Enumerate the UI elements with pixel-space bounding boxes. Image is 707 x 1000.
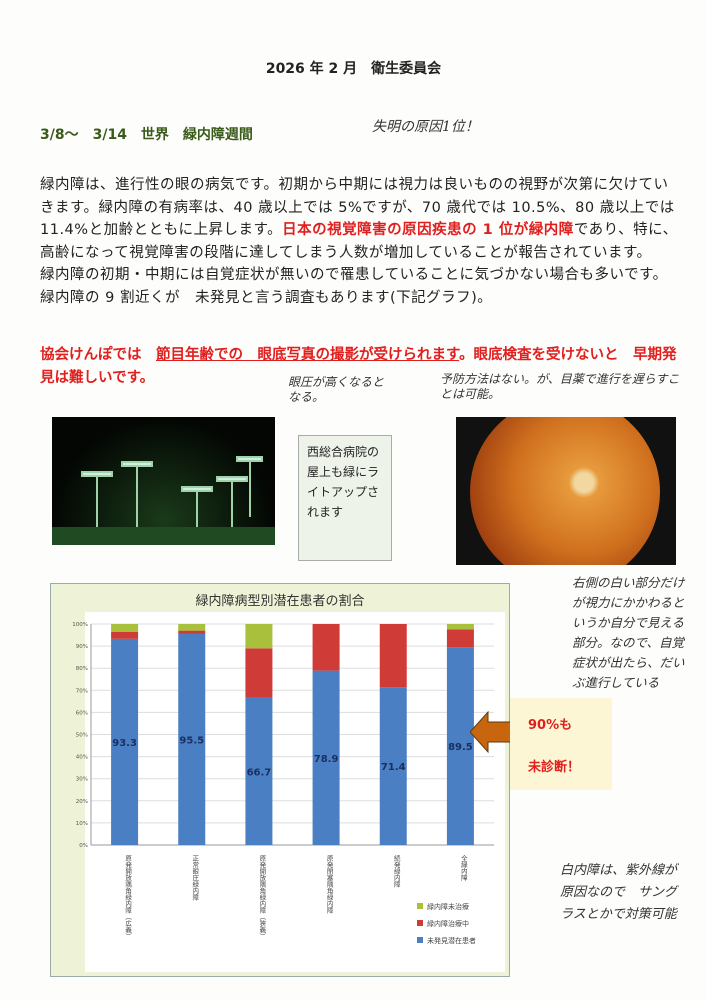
notice-text: 協会けんぽでは 節目年齢での 眼底写真の撮影が受けられます。眼底検査を受けないと… <box>40 344 680 389</box>
handwritten-note: 眼圧が高くなると なる。 <box>288 375 397 404</box>
data-label: 93.3 <box>112 738 137 749</box>
x-tick-label: 原発開放隅角緑内障（広義） <box>124 855 132 940</box>
paragraph-text: 緑内障の初期・中期には自覚症状が無いので罹患していることに気づかない場合も多いで… <box>40 267 668 306</box>
y-tick-label: 10% <box>76 821 88 827</box>
bar-segment <box>446 624 474 630</box>
y-tick-label: 70% <box>76 688 88 694</box>
bar-segment <box>111 624 139 632</box>
bar-segment <box>111 638 139 845</box>
page-title: 2026 年 2 月 衛生委員会 <box>265 61 442 77</box>
plot-background <box>85 612 505 972</box>
section-heading: 3/8～ 3/14 世界 緑内障週間 <box>40 127 253 143</box>
x-tick-label: 原発開放隅角緑内障（狭義） <box>258 855 266 940</box>
stacked-bar-chart: 緑内障病型別潜在患者の割合 0% 10% 20% 30% 40% 50% 60% 70% 80%… <box>72 593 505 972</box>
callout-box: 90%も 未診断！ <box>510 698 612 790</box>
data-label: 89.5 <box>448 742 473 753</box>
legend-label: 緑内障未治療 <box>427 902 469 911</box>
bar-segment <box>379 687 407 845</box>
bar-segment <box>379 624 407 688</box>
y-tick-label: 100% <box>72 622 88 628</box>
data-label: 71.4 <box>381 762 406 773</box>
retina-image <box>470 417 660 565</box>
notice-underlined: 節目年齢での 眼底写真の撮影が受けられます <box>156 347 460 363</box>
handwritten-note: 白内障は、紫外線が原因なので サングラスとかで対策可能 <box>560 863 678 922</box>
bar-segment <box>111 631 139 639</box>
x-tick-label: 全緑内障 <box>459 854 467 883</box>
bar-segment <box>312 670 340 845</box>
data-label: 95.5 <box>179 735 204 746</box>
x-tick-label: 正常眼圧緑内障 <box>191 855 199 902</box>
notice-part: 協会けんぽでは <box>40 347 156 363</box>
x-tick-label: 原発閉塞隅角緑内障 <box>325 855 333 915</box>
legend-label: 未発見潜在患者 <box>427 936 476 945</box>
highlight-text: 日本の視覚障害の原因疾患の 1 位が緑内障 <box>282 222 574 238</box>
x-tick-label: 続発緑内障 <box>392 854 400 889</box>
bar-segment <box>446 647 474 845</box>
handwritten-note: 失明の原因1位！ <box>372 119 479 135</box>
paragraph-text: 緑内障は、進行性の眼の病気です。初期から中期には視力は良いものの視野が次第に欠け… <box>40 177 675 238</box>
callout-line: 90%も <box>528 718 573 733</box>
fundus-photo <box>456 417 676 565</box>
y-tick-label: 90% <box>76 644 88 650</box>
legend-swatch <box>417 937 423 943</box>
bar-segment <box>312 624 340 671</box>
data-label: 66.7 <box>247 767 272 778</box>
y-tick-label: 20% <box>76 799 88 805</box>
arrow-left-icon <box>470 710 512 754</box>
handwritten-note: 右側の白い部分だけが視力にかかわるというか自分で見える部分。なので、自覚症状が出… <box>572 575 685 690</box>
bar-segment <box>178 624 206 631</box>
y-tick-label: 0% <box>79 843 88 849</box>
night-rooftop-photo <box>52 417 275 545</box>
legend-label: 緑内障治療中 <box>427 919 469 928</box>
notice-part: 。眼底検査を受けないと 早期発見は難しいです。 <box>40 347 677 386</box>
y-tick-label: 30% <box>76 777 88 783</box>
paragraph-text: であり、特に、高齢になって視覚障害の段階に達してしまう人数が増加していることが報… <box>40 222 678 261</box>
bar-segment <box>446 629 474 648</box>
photo-caption: 西総合病院の屋上も緑にライトアップされます <box>298 435 392 561</box>
chart-container: 緑内障病型別潜在患者の割合 0% 10% 20% 30% 40% 50% 60% 70% 80%… <box>50 583 510 977</box>
handwritten-note: 予防方法はない。が、目薬で進行を遅らすことは可能。 <box>440 372 680 401</box>
bar-segment <box>178 630 206 634</box>
y-tick-label: 80% <box>76 666 88 672</box>
chart-title: 緑内障病型別潜在患者の割合 <box>195 593 364 609</box>
bar-segment <box>178 633 206 845</box>
legend-swatch <box>417 920 423 926</box>
data-label: 78.9 <box>314 754 339 765</box>
body-text: 緑内障は、進行性の眼の病気です。初期から中期には視力は良いものの視野が次第に欠け… <box>40 174 680 309</box>
y-tick-label: 50% <box>76 733 88 739</box>
bar-segment <box>245 624 273 649</box>
light-poles-illustration <box>52 456 275 545</box>
y-tick-label: 40% <box>76 755 88 761</box>
bar-segment <box>245 648 273 698</box>
legend-swatch <box>417 903 423 909</box>
bar-segment <box>245 697 273 845</box>
callout-line: 未診断！ <box>528 760 581 775</box>
y-tick-label: 60% <box>76 710 88 716</box>
